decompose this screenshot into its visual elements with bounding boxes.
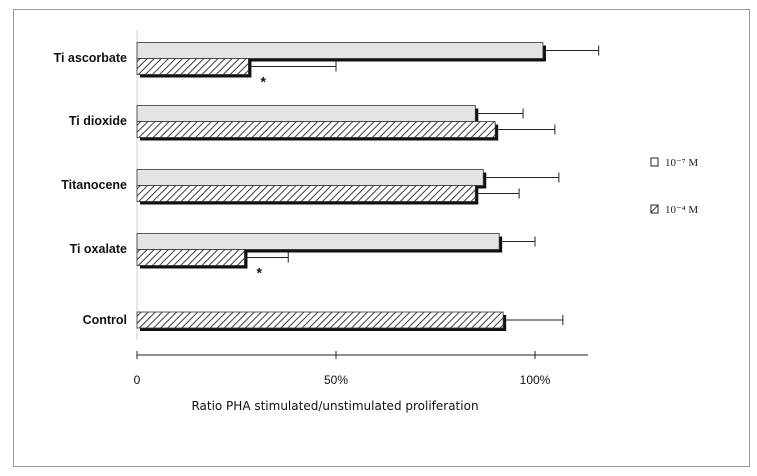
category-label: Titanocene [61, 178, 127, 192]
x-tick-label: 50% [324, 373, 348, 387]
bar [136, 121, 496, 138]
legend-swatch [650, 157, 659, 167]
legend-swatch [650, 204, 659, 214]
x-tick-label: 0 [134, 373, 141, 387]
legend-label: 10⁻⁴ M [665, 204, 698, 216]
category-label: Control [83, 313, 127, 327]
bar [136, 105, 476, 122]
bar [136, 58, 249, 75]
category-label: Ti oxalate [70, 242, 127, 256]
bar [136, 249, 245, 266]
bar [136, 233, 500, 250]
bar [136, 169, 484, 186]
plot-area: Ti ascorbate * Ti dioxide Titanocene Ti oxal… [54, 30, 698, 387]
bar [136, 185, 476, 202]
significance-marker: * [260, 74, 266, 90]
category-label: Ti ascorbate [54, 51, 127, 65]
legend-label: 10⁻⁷ M [665, 157, 698, 169]
bar [136, 311, 504, 329]
category-label: Ti dioxide [69, 114, 127, 128]
significance-marker: * [256, 265, 262, 281]
x-axis-label: Ratio PHA stimulated/unstimulated prolif… [191, 399, 478, 413]
x-tick-label: 100% [520, 373, 551, 387]
bar [136, 42, 544, 59]
